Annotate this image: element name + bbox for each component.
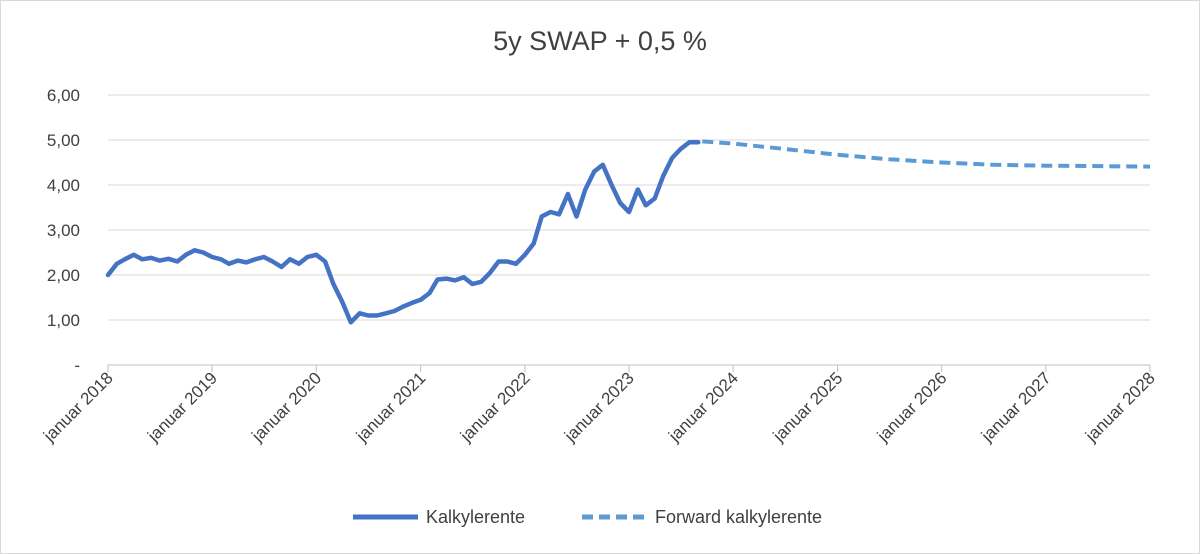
y-tick-label: 4,00	[47, 176, 80, 195]
x-tick-label: januar 2023	[560, 368, 638, 446]
y-tick-label: 6,00	[47, 86, 80, 105]
x-tick-label: januar 2026	[873, 368, 951, 446]
y-tick-label: 3,00	[47, 221, 80, 240]
series-line-forward-kalkylerente	[702, 139, 1151, 169]
x-axis-ticks: januar 2018 januar 2019 januar 2020 januar …	[39, 365, 1159, 446]
x-tick-label: januar 2020	[247, 368, 325, 446]
x-tick-label: januar 2019	[143, 368, 221, 446]
y-tick-label: 1,00	[47, 311, 80, 330]
y-tick-label: -	[74, 356, 80, 375]
legend-label: Kalkylerente	[426, 507, 525, 527]
y-tick-label: 5,00	[47, 131, 80, 150]
x-tick-label: januar 2024	[664, 368, 742, 446]
x-tick-label: januar 2025	[769, 368, 847, 446]
legend: Kalkylerente Forward kalkylerente	[353, 507, 822, 527]
y-axis-ticks: - 1,00 2,00 3,00 4,00 5,00 6,00	[47, 86, 80, 375]
gridlines	[108, 94, 1150, 366]
x-tick-label: januar 2018	[39, 368, 117, 446]
x-tick-label: januar 2027	[977, 368, 1055, 446]
x-tick-label: januar 2021	[352, 368, 430, 446]
x-tick-label: januar 2022	[456, 368, 534, 446]
legend-label: Forward kalkylerente	[655, 507, 822, 527]
chart-title: 5y SWAP + 0,5 %	[493, 26, 707, 56]
y-tick-label: 2,00	[47, 266, 80, 285]
x-tick-label: januar 2028	[1081, 368, 1159, 446]
series-line-kalkylerente	[105, 139, 701, 325]
series-lines	[105, 139, 1151, 325]
